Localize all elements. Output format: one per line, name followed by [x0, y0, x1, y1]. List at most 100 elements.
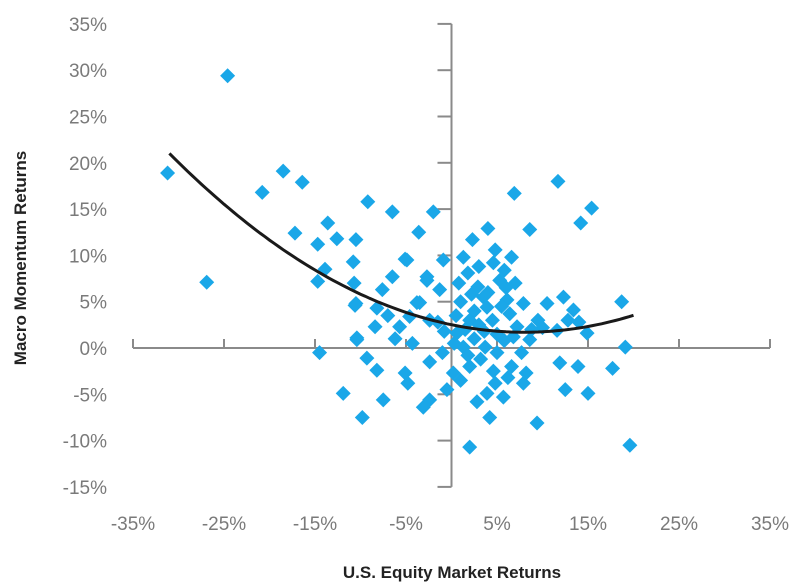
data-point — [617, 339, 633, 355]
data-point — [425, 204, 441, 220]
data-point — [570, 359, 586, 375]
y-axis-label: Macro Momentum Returns — [11, 151, 30, 365]
data-point — [453, 372, 469, 388]
data-point — [557, 382, 573, 398]
x-tick-label: -5% — [389, 514, 423, 535]
data-point — [254, 184, 270, 200]
y-tick-label: 5% — [80, 293, 108, 314]
fit-curve — [168, 152, 634, 334]
y-tick-label: 10% — [69, 246, 107, 267]
data-point — [469, 394, 485, 410]
x-tick-label: 25% — [660, 514, 698, 535]
data-point — [411, 224, 427, 240]
data-point — [415, 399, 431, 415]
data-point — [518, 365, 534, 381]
x-tick-label: -35% — [111, 514, 155, 535]
data-point — [515, 296, 531, 312]
data-point — [310, 236, 326, 252]
data-point — [487, 242, 503, 258]
data-point — [462, 439, 478, 455]
data-point — [529, 415, 545, 431]
data-point — [496, 262, 512, 278]
data-point — [455, 249, 471, 265]
data-point — [479, 385, 495, 401]
data-point — [482, 409, 498, 425]
data-point — [622, 437, 638, 453]
data-point — [422, 354, 438, 370]
y-tick-label: -5% — [73, 385, 107, 406]
data-point — [579, 325, 595, 341]
data-point — [466, 303, 482, 319]
data-point — [580, 385, 596, 401]
data-point — [453, 294, 469, 310]
data-point — [384, 204, 400, 220]
data-point — [480, 284, 496, 300]
data-point — [384, 269, 400, 285]
data-point — [387, 331, 403, 347]
data-point — [348, 232, 364, 248]
data-points — [160, 68, 638, 455]
data-point — [160, 165, 176, 181]
data-point — [412, 295, 428, 311]
y-tick-label: -10% — [63, 432, 107, 453]
y-tick-label: -15% — [63, 478, 107, 499]
y-tick-label: 0% — [80, 339, 108, 360]
data-point — [550, 173, 566, 189]
data-point — [400, 375, 416, 391]
data-point — [275, 163, 291, 179]
data-point — [464, 232, 480, 248]
data-point — [345, 254, 361, 270]
y-tick-label: 25% — [69, 108, 107, 129]
data-point — [220, 68, 236, 84]
data-point — [335, 385, 351, 401]
data-point — [605, 360, 621, 376]
x-tick-label: -15% — [293, 514, 337, 535]
data-point — [506, 185, 522, 201]
data-point — [360, 194, 376, 210]
y-tick-label: 35% — [69, 15, 107, 36]
data-point — [487, 375, 503, 391]
data-point — [477, 339, 493, 355]
data-point — [399, 252, 415, 268]
data-point — [514, 345, 530, 361]
data-point — [294, 174, 310, 190]
data-point — [507, 275, 523, 291]
data-point — [464, 286, 480, 302]
data-point — [489, 345, 505, 361]
y-tick-label: 20% — [69, 154, 107, 175]
data-point — [446, 335, 462, 351]
data-point — [367, 319, 383, 335]
data-point — [484, 312, 500, 328]
data-point — [480, 221, 496, 237]
y-tick-label: 15% — [69, 200, 107, 221]
data-point — [555, 289, 571, 305]
x-tick-label: -25% — [202, 514, 246, 535]
x-axis-tick-labels: -35% -25% -15% -5% 5% 15% 25% 35% — [111, 514, 789, 535]
data-point — [504, 249, 520, 265]
data-point — [471, 259, 487, 275]
data-point — [439, 382, 455, 398]
data-point — [560, 312, 576, 328]
data-point — [448, 308, 464, 324]
data-point — [522, 221, 538, 237]
x-axis-label: U.S. Equity Market Returns — [343, 563, 561, 582]
data-point — [347, 297, 363, 313]
y-axis-tick-labels: 35% 30% 25% 20% 15% 10% 5% 0% -5% -10% -15% — [63, 15, 107, 499]
data-point — [584, 200, 600, 216]
data-point — [462, 359, 478, 375]
data-point — [349, 332, 365, 348]
data-point — [359, 350, 375, 366]
data-point — [329, 231, 345, 247]
x-tick-label: 5% — [483, 514, 511, 535]
data-point — [565, 302, 581, 318]
data-point — [320, 215, 336, 231]
data-point — [375, 392, 391, 408]
data-point — [346, 275, 362, 291]
data-point — [571, 314, 587, 330]
data-point — [502, 306, 518, 322]
data-point — [380, 308, 396, 324]
data-point — [369, 362, 385, 378]
data-point — [495, 389, 511, 405]
data-point — [310, 273, 326, 289]
